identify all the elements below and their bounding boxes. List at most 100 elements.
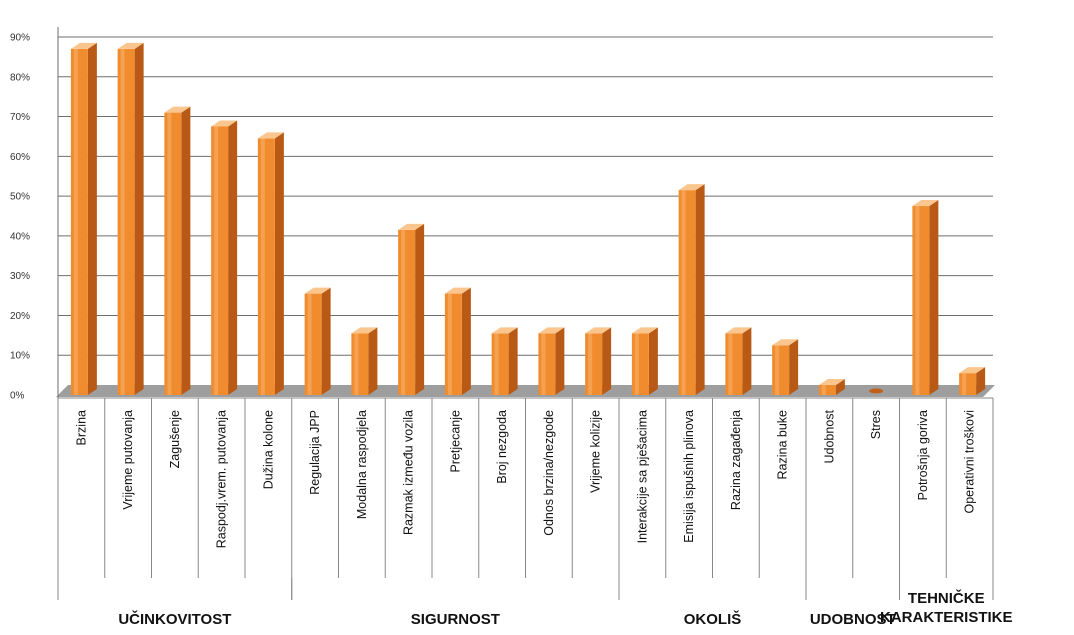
group-label: SIGURNOST — [411, 611, 500, 628]
group-labels: UČINKOVITOST SIGURNOST OKOLIŠ UDOBNOSTTEHNI… — [118, 589, 1012, 628]
bar-front — [959, 373, 977, 395]
bar-top — [818, 379, 845, 386]
y-tick-label: 0% — [10, 391, 25, 402]
chart-floor — [56, 385, 995, 397]
bar-top — [304, 287, 331, 294]
bar-highlight — [120, 48, 125, 395]
category-table — [57, 397, 994, 600]
x-tick-label: Brzina — [74, 410, 88, 445]
bar — [772, 339, 799, 395]
bar-side — [228, 120, 238, 395]
bar-highlight — [354, 333, 359, 395]
bar-side — [321, 287, 331, 395]
gridlines — [57, 27, 993, 399]
bar-highlight — [915, 206, 920, 395]
y-tick-label: 90% — [10, 33, 30, 44]
y-tick-label: 40% — [10, 231, 30, 242]
bar-highlight — [541, 333, 546, 395]
bar-side — [555, 327, 565, 395]
bar — [818, 379, 845, 395]
bar — [585, 327, 612, 395]
bar-top — [912, 200, 939, 207]
bar-highlight — [634, 333, 639, 395]
x-tick-label: Razmak između vozila — [402, 410, 416, 535]
x-tick-label: Udobnost — [822, 409, 836, 463]
bar — [538, 327, 565, 395]
bar-front — [585, 333, 603, 395]
bar-front — [117, 48, 135, 395]
bar — [257, 132, 284, 395]
bar — [70, 42, 97, 395]
x-tick-label: Operativni troškovi — [963, 410, 977, 514]
bar — [164, 106, 191, 396]
y-tick-label: 70% — [10, 112, 30, 123]
bar-top — [725, 327, 752, 334]
bar-front — [678, 190, 696, 395]
x-tick-label: Razina zagađenja — [729, 410, 743, 510]
bar-side — [789, 339, 799, 395]
bar — [211, 120, 238, 395]
bar-top — [772, 339, 799, 346]
bar — [912, 200, 939, 395]
bar — [869, 388, 884, 394]
y-axis: 0% 10% 20% 30% 40% 50% 60% 70% 80% 90% — [10, 33, 30, 402]
bar-front — [257, 138, 275, 395]
bar-front — [818, 385, 836, 395]
x-tick-label: Zagušenje — [168, 410, 182, 468]
bar-top — [444, 287, 471, 294]
x-tick-label: Odnos brzina/nezgode — [542, 410, 556, 536]
x-axis-labels: Brzina Vrijeme putovanja Zagušenje Raspodj.… — [74, 409, 976, 548]
bar-top — [117, 42, 144, 49]
bar-side — [695, 184, 705, 395]
bar-top — [70, 42, 97, 49]
bar-top — [959, 367, 986, 374]
group-label: TEHNIČKE KARAKTERISTIKE — [880, 589, 1013, 626]
bar-side — [976, 367, 986, 395]
bar-top — [398, 223, 425, 230]
bar-highlight — [681, 190, 686, 395]
x-tick-label: Emisija ispušnih plinova — [682, 410, 696, 543]
bar-side — [368, 327, 378, 395]
bar-side — [181, 106, 191, 396]
bar — [725, 327, 752, 395]
bar — [491, 327, 518, 395]
y-tick-label: 80% — [10, 72, 30, 83]
bar — [631, 327, 658, 395]
bar-highlight — [167, 112, 172, 396]
y-tick-label: 20% — [10, 311, 30, 322]
bar-side — [87, 42, 97, 395]
bar-top — [678, 184, 705, 191]
x-tick-label: Vrijeme putovanja — [121, 410, 135, 510]
x-tick-label: Vrijeme kolizije — [589, 410, 603, 493]
bar-front — [725, 333, 743, 395]
bar-highlight — [494, 333, 499, 395]
bar-top — [491, 327, 518, 334]
bar-highlight — [821, 385, 826, 395]
bar-highlight — [588, 333, 593, 395]
group-label: UČINKOVITOST — [118, 610, 231, 628]
x-tick-label: Interakcije sa pješacima — [635, 410, 649, 543]
bar-top — [211, 120, 238, 127]
bar-side — [602, 327, 612, 395]
bar-highlight — [728, 333, 733, 395]
bar-highlight — [775, 345, 780, 395]
bar-front — [304, 293, 322, 395]
bar — [351, 327, 378, 395]
y-tick-label: 60% — [10, 152, 30, 163]
group-label: UDOBNOST — [810, 611, 896, 628]
bar-front — [772, 345, 790, 395]
bar — [304, 287, 331, 395]
bar-top — [164, 106, 191, 113]
bar-front — [912, 206, 930, 395]
bar-front — [70, 48, 88, 395]
bar-side — [835, 379, 845, 395]
x-tick-label: Stres — [869, 410, 883, 439]
bar — [678, 184, 705, 395]
x-tick-label: Modalna raspodjela — [355, 410, 369, 519]
bar-highlight — [214, 126, 219, 395]
bar-front — [211, 126, 229, 395]
y-tick-label: 30% — [10, 271, 30, 282]
y-tick-label: 10% — [10, 351, 30, 362]
bar — [444, 287, 471, 395]
x-tick-label: Potrošnja goriva — [916, 410, 930, 500]
